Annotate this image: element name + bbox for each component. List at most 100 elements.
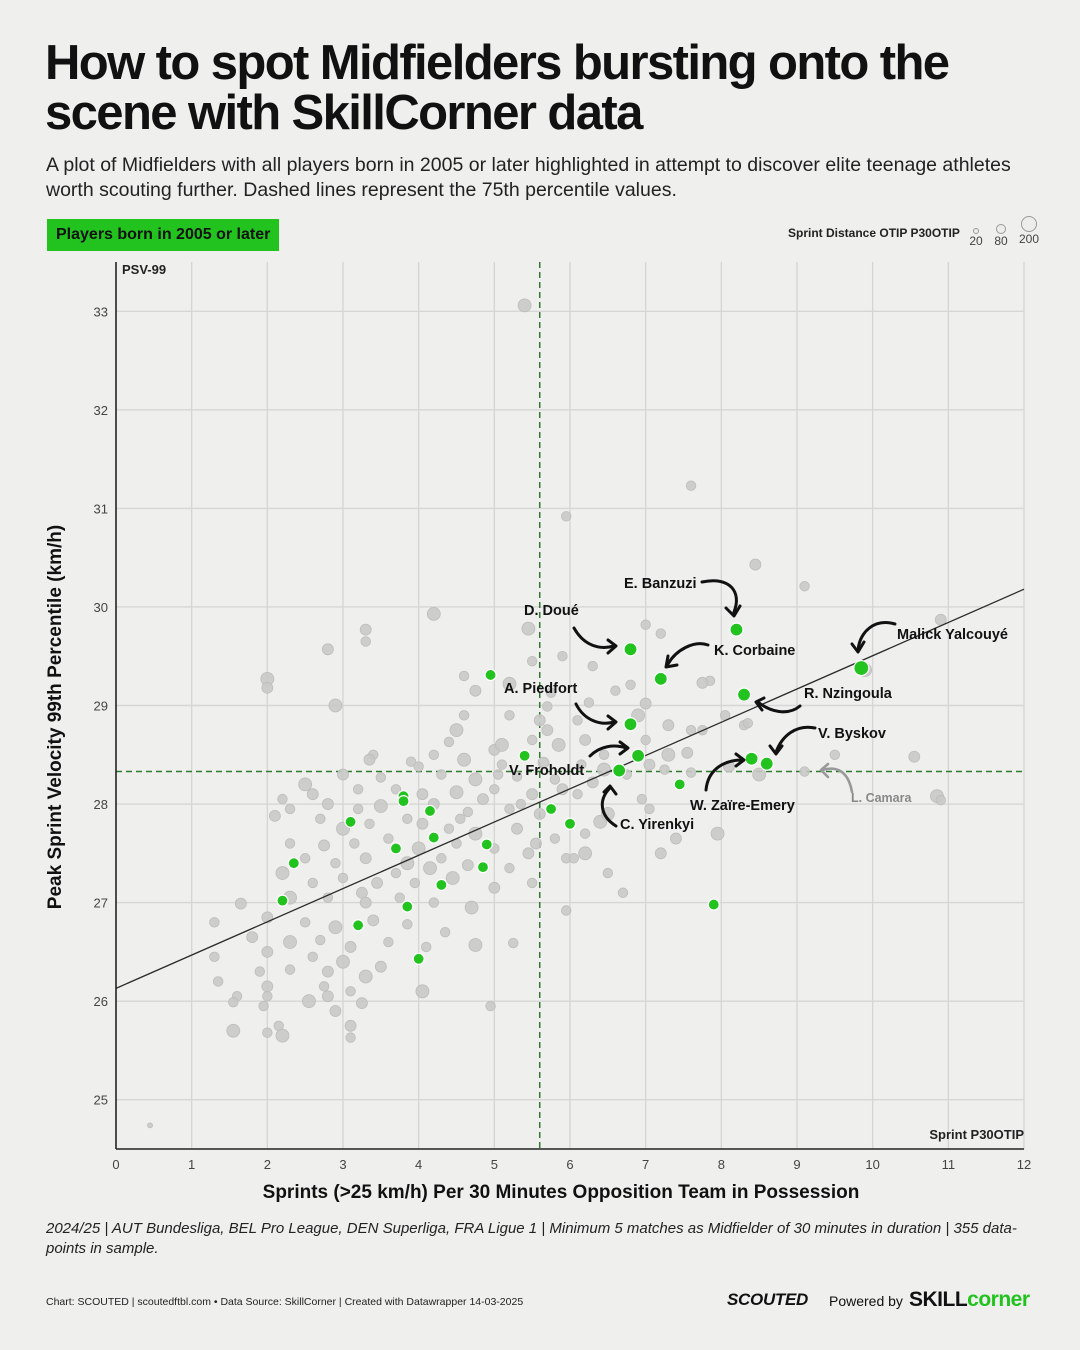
highlighted-data-point bbox=[287, 857, 300, 870]
arrowhead bbox=[724, 604, 742, 618]
size-legend-label: 200 bbox=[1018, 232, 1040, 246]
data-point bbox=[742, 718, 754, 729]
highlighted-data-point bbox=[653, 671, 668, 686]
highlighted-data-point bbox=[427, 831, 440, 844]
data-point bbox=[494, 738, 509, 752]
y-tick-label: 28 bbox=[94, 797, 108, 812]
data-point bbox=[545, 687, 557, 698]
y-tick-label: 29 bbox=[94, 699, 108, 714]
highlighted-data-point bbox=[397, 794, 410, 808]
data-point bbox=[321, 643, 334, 656]
grid-lines bbox=[116, 262, 1025, 1149]
x-tick-label: 0 bbox=[112, 1157, 119, 1172]
data-point bbox=[464, 900, 479, 915]
highlighted-data-point bbox=[673, 778, 686, 791]
data-point bbox=[443, 823, 455, 834]
player-label: D. Doué bbox=[524, 603, 579, 619]
data-point bbox=[360, 636, 371, 647]
data-point bbox=[390, 784, 402, 795]
data-point bbox=[935, 794, 946, 806]
data-point bbox=[457, 752, 471, 767]
data-point bbox=[373, 799, 388, 813]
data-point bbox=[246, 931, 259, 944]
arrowhead bbox=[850, 640, 866, 654]
data-point bbox=[526, 877, 538, 889]
data-point bbox=[522, 847, 535, 860]
data-point bbox=[413, 761, 424, 772]
data-point bbox=[504, 710, 515, 721]
highlighted-data-point bbox=[707, 898, 720, 911]
data-point bbox=[261, 945, 274, 958]
data-point bbox=[321, 990, 334, 1003]
player-label: C. Yirenkyi bbox=[620, 817, 694, 833]
data-point bbox=[275, 1028, 290, 1043]
y-tick-label: 31 bbox=[94, 501, 108, 516]
player-label: R. Nzingoula bbox=[804, 686, 893, 702]
data-point bbox=[344, 1019, 357, 1032]
highlighted-data-point bbox=[480, 838, 493, 851]
data-point bbox=[799, 581, 810, 592]
data-point bbox=[572, 715, 583, 726]
x-tick-label: 5 bbox=[491, 1157, 498, 1172]
data-point bbox=[485, 1000, 496, 1012]
arrowhead bbox=[768, 744, 784, 756]
data-point bbox=[468, 772, 483, 787]
data-point bbox=[583, 697, 595, 708]
data-point bbox=[644, 803, 655, 815]
data-point bbox=[670, 832, 682, 845]
y-tick-label: 33 bbox=[94, 304, 108, 319]
data-point bbox=[298, 777, 313, 792]
size-legend-item-20: 20 bbox=[967, 222, 985, 248]
data-point bbox=[436, 769, 447, 780]
highlighted-data-point bbox=[344, 815, 357, 828]
data-point bbox=[374, 960, 387, 973]
data-point bbox=[315, 813, 326, 825]
arrowhead bbox=[664, 654, 679, 669]
data-point bbox=[662, 719, 675, 732]
y-tick-label: 25 bbox=[94, 1093, 108, 1108]
data-point bbox=[423, 861, 437, 876]
data-point bbox=[359, 852, 372, 865]
player-label: V. Byskov bbox=[818, 726, 886, 742]
axes bbox=[115, 262, 1024, 1150]
arrowhead bbox=[606, 638, 618, 655]
x-tick-label: 7 bbox=[642, 1157, 649, 1172]
data-point bbox=[318, 981, 330, 992]
data-point bbox=[455, 813, 466, 825]
data-point bbox=[587, 660, 598, 672]
highlighted-data-point bbox=[276, 894, 289, 907]
data-point bbox=[504, 862, 515, 874]
x-tick-label: 1 bbox=[188, 1157, 195, 1172]
camara-label: L. Camara bbox=[851, 791, 912, 805]
data-point bbox=[521, 621, 536, 636]
data-point bbox=[349, 838, 360, 849]
arrowhead bbox=[602, 784, 618, 796]
player-label: Malick Yalcouyé bbox=[897, 627, 1008, 643]
highlighted-data-point bbox=[518, 749, 531, 762]
data-point bbox=[415, 984, 430, 999]
data-point bbox=[261, 681, 274, 694]
data-point bbox=[579, 828, 591, 839]
highlighted-data-point bbox=[484, 668, 497, 682]
data-point bbox=[576, 759, 587, 770]
data-point bbox=[359, 896, 372, 909]
data-point bbox=[488, 881, 501, 894]
y-tick-label: 30 bbox=[94, 600, 108, 615]
x-axis-title: Sprints (>25 km/h) Per 30 Minutes Opposi… bbox=[263, 1182, 860, 1203]
data-point bbox=[299, 917, 311, 928]
data-point bbox=[439, 926, 451, 938]
data-point bbox=[275, 866, 290, 880]
footnote: 2024/25 | AUT Bundesliga, BEL Pro League… bbox=[46, 1220, 1017, 1257]
data-point bbox=[443, 736, 455, 748]
size-legend: Sprint Distance OTIP P30OTIP 20 80 200 bbox=[760, 214, 1050, 254]
camara-arrow bbox=[820, 767, 854, 794]
data-point bbox=[752, 767, 767, 782]
y-tick-label: 26 bbox=[94, 994, 108, 1009]
data-point bbox=[749, 558, 762, 571]
data-point bbox=[515, 798, 527, 810]
data-point bbox=[375, 772, 387, 783]
data-point bbox=[299, 853, 311, 864]
chart-subtitle: A plot of Midfielders with all players b… bbox=[46, 154, 1011, 201]
data-point bbox=[829, 749, 841, 760]
